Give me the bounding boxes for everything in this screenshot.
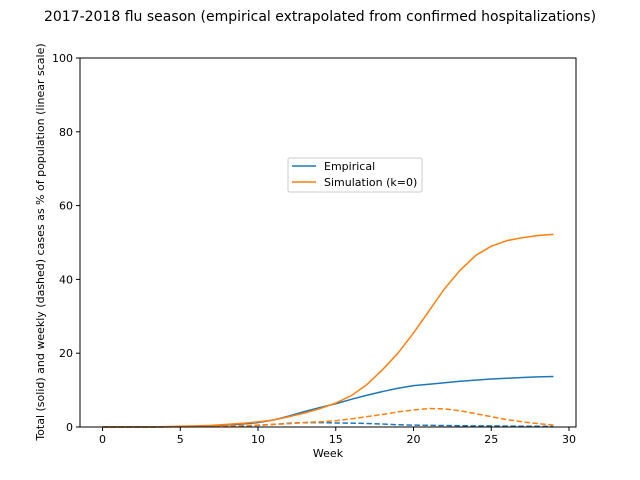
x-tick-label: 20	[407, 433, 421, 446]
x-tick-label: 10	[251, 433, 265, 446]
simulation-total-line	[102, 233, 554, 428]
legend-box	[287, 157, 423, 193]
x-tick-label: 5	[177, 433, 184, 446]
y-tick-label: 20	[59, 347, 73, 360]
y-tick-label: 100	[52, 52, 73, 65]
empirical-total-line	[102, 375, 554, 428]
legend: Empirical Simulation (k=0)	[287, 157, 423, 193]
y-tick-label: 0	[66, 421, 73, 434]
chart-title: 2017-2018 flu season (empirical extrapol…	[44, 9, 596, 25]
x-axis-label: Week	[313, 447, 344, 460]
plot-frame	[79, 57, 577, 428]
plot-area: 0 5 10 15 20 25 30 0 20 40 60 80 100	[52, 52, 576, 446]
y-tick-label: 40	[59, 273, 73, 286]
legend-label-empirical: Empirical	[324, 160, 375, 173]
y-tick-label: 80	[59, 126, 73, 139]
x-tick-label: 15	[329, 433, 343, 446]
x-tick-label: 30	[562, 433, 576, 446]
x-tick-label: 0	[99, 433, 106, 446]
y-tick-label: 60	[59, 200, 73, 213]
simulation-weekly-line	[102, 407, 554, 428]
x-tick-label: 25	[484, 433, 498, 446]
legend-label-simulation: Simulation (k=0)	[324, 176, 417, 189]
y-axis-label: Total (solid) and weekly (dashed) cases …	[34, 43, 47, 441]
